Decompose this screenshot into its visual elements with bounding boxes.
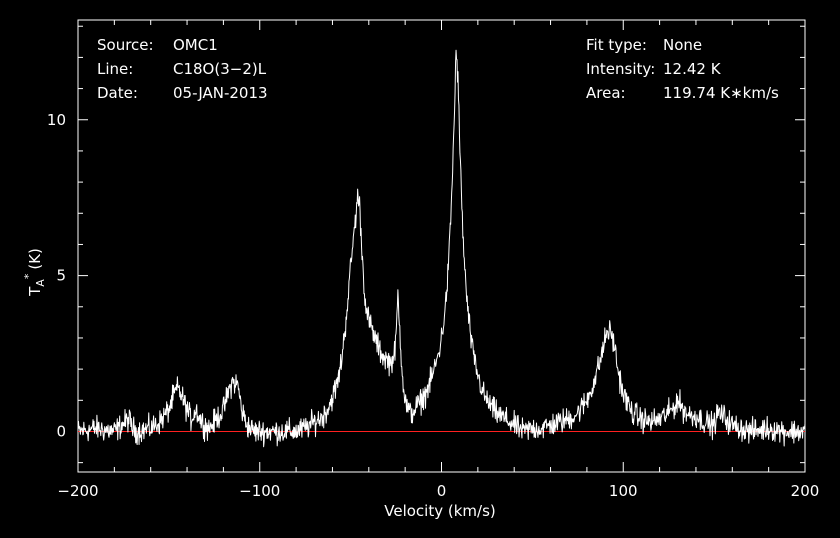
y-axis-label-sub: A — [34, 279, 47, 287]
x-tick-label: −200 — [57, 482, 98, 500]
y-axis-label-main: T — [26, 286, 44, 297]
info-right-label: Intensity: — [586, 60, 655, 78]
x-tick-label: 100 — [609, 482, 638, 500]
y-axis-label: TA* (K) — [22, 248, 47, 297]
tick-labels: −200 −100 0 100 200 0 5 10 — [47, 111, 819, 500]
x-axis-label: Velocity (km/s) — [384, 502, 495, 520]
info-left-value: C18O(3−2)L — [173, 60, 267, 78]
x-tick-label: 200 — [791, 482, 820, 500]
y-tick-label: 10 — [47, 111, 66, 129]
x-tick-label: −100 — [239, 482, 280, 500]
spectrum-line — [77, 49, 806, 448]
info-right-label: Area: — [586, 84, 626, 102]
annotations: Source: OMC1 Line: C18O(3−2)L Date: 05-JAN-20… — [97, 36, 779, 102]
info-right-value: None — [663, 36, 702, 54]
y-tick-label: 0 — [56, 422, 66, 440]
series-layer — [77, 49, 806, 448]
x-tick-label: 0 — [437, 482, 447, 500]
info-left-label: Date: — [97, 84, 138, 102]
axes — [77, 19, 806, 473]
info-right-value: 12.42 K — [663, 60, 722, 78]
y-axis-label-unit: (K) — [26, 248, 44, 270]
info-right-value: 119.74 K∗km/s — [663, 84, 779, 102]
info-left-label: Source: — [97, 36, 154, 54]
y-axis-label-sup: * — [22, 273, 35, 279]
info-left-value: OMC1 — [173, 36, 218, 54]
info-left-value: 05-JAN-2013 — [173, 84, 268, 102]
info-right-label: Fit type: — [586, 36, 647, 54]
info-left-label: Line: — [97, 60, 133, 78]
y-tick-label: 5 — [56, 267, 66, 285]
